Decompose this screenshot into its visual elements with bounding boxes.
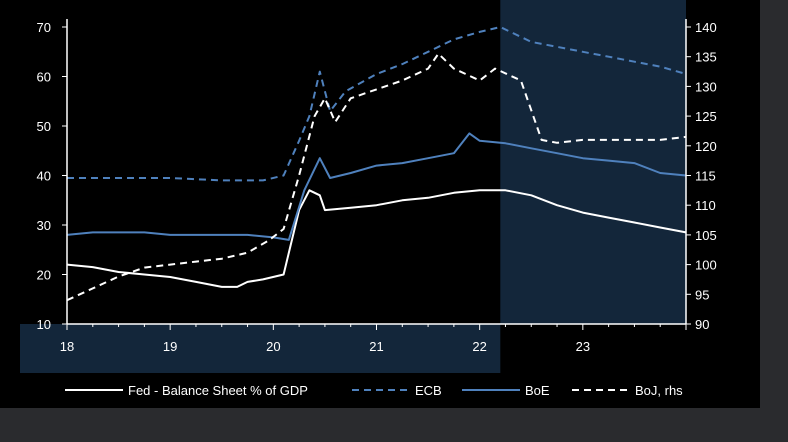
y-tick-label-right: 95	[695, 287, 709, 302]
legend-label-3: BoJ, rhs	[635, 383, 683, 398]
series-line-3	[66, 52, 687, 302]
legend-label-1: ECB	[415, 383, 442, 398]
y-tick-label-right: 135	[695, 50, 717, 65]
legend-label-0: Fed - Balance Sheet % of GDP	[128, 383, 308, 398]
chart-panel: 10 20 30 40 50 60 70 90 95 100 105 110 115 120 125 130 1…	[0, 0, 760, 408]
y-tick-label-right: 110	[695, 198, 716, 213]
y-tick-label-right: 130	[695, 79, 717, 94]
x-tick-label: 22	[472, 339, 486, 354]
y-tick-label-right: 100	[695, 258, 717, 273]
series-line-0	[66, 189, 687, 288]
axis-band	[20, 324, 501, 373]
y-tick-label-right: 105	[695, 228, 717, 243]
y-tick-label-right: 90	[695, 317, 709, 332]
x-tick-label: 21	[369, 339, 383, 354]
y-tick-label-right: 120	[695, 139, 717, 154]
y-tick-label-left: 10	[37, 317, 51, 332]
y-tick-label-left: 50	[37, 119, 51, 134]
y-tick-label-right: 125	[695, 109, 717, 124]
line-chart: 10 20 30 40 50 60 70 90 95 100 105 110 115 120 125 130 1…	[20, 0, 717, 398]
x-tick-label: 18	[60, 339, 74, 354]
y-tick-label-right: 140	[695, 20, 717, 35]
series-line-2	[66, 132, 687, 241]
shaded-period	[500, 0, 686, 324]
x-tick-label: 20	[266, 339, 280, 354]
y-tick-label-left: 60	[37, 70, 51, 85]
y-tick-label-left: 30	[37, 218, 51, 233]
legend-label-2: BoE	[525, 383, 550, 398]
y-tick-label-left: 20	[37, 268, 51, 283]
y-tick-label-left: 70	[37, 20, 51, 35]
x-tick-label: 23	[576, 339, 590, 354]
y-tick-label-left: 40	[37, 169, 51, 184]
series-line-1	[67, 26, 687, 182]
x-tick-label: 19	[163, 339, 177, 354]
y-tick-label-right: 115	[695, 169, 716, 184]
